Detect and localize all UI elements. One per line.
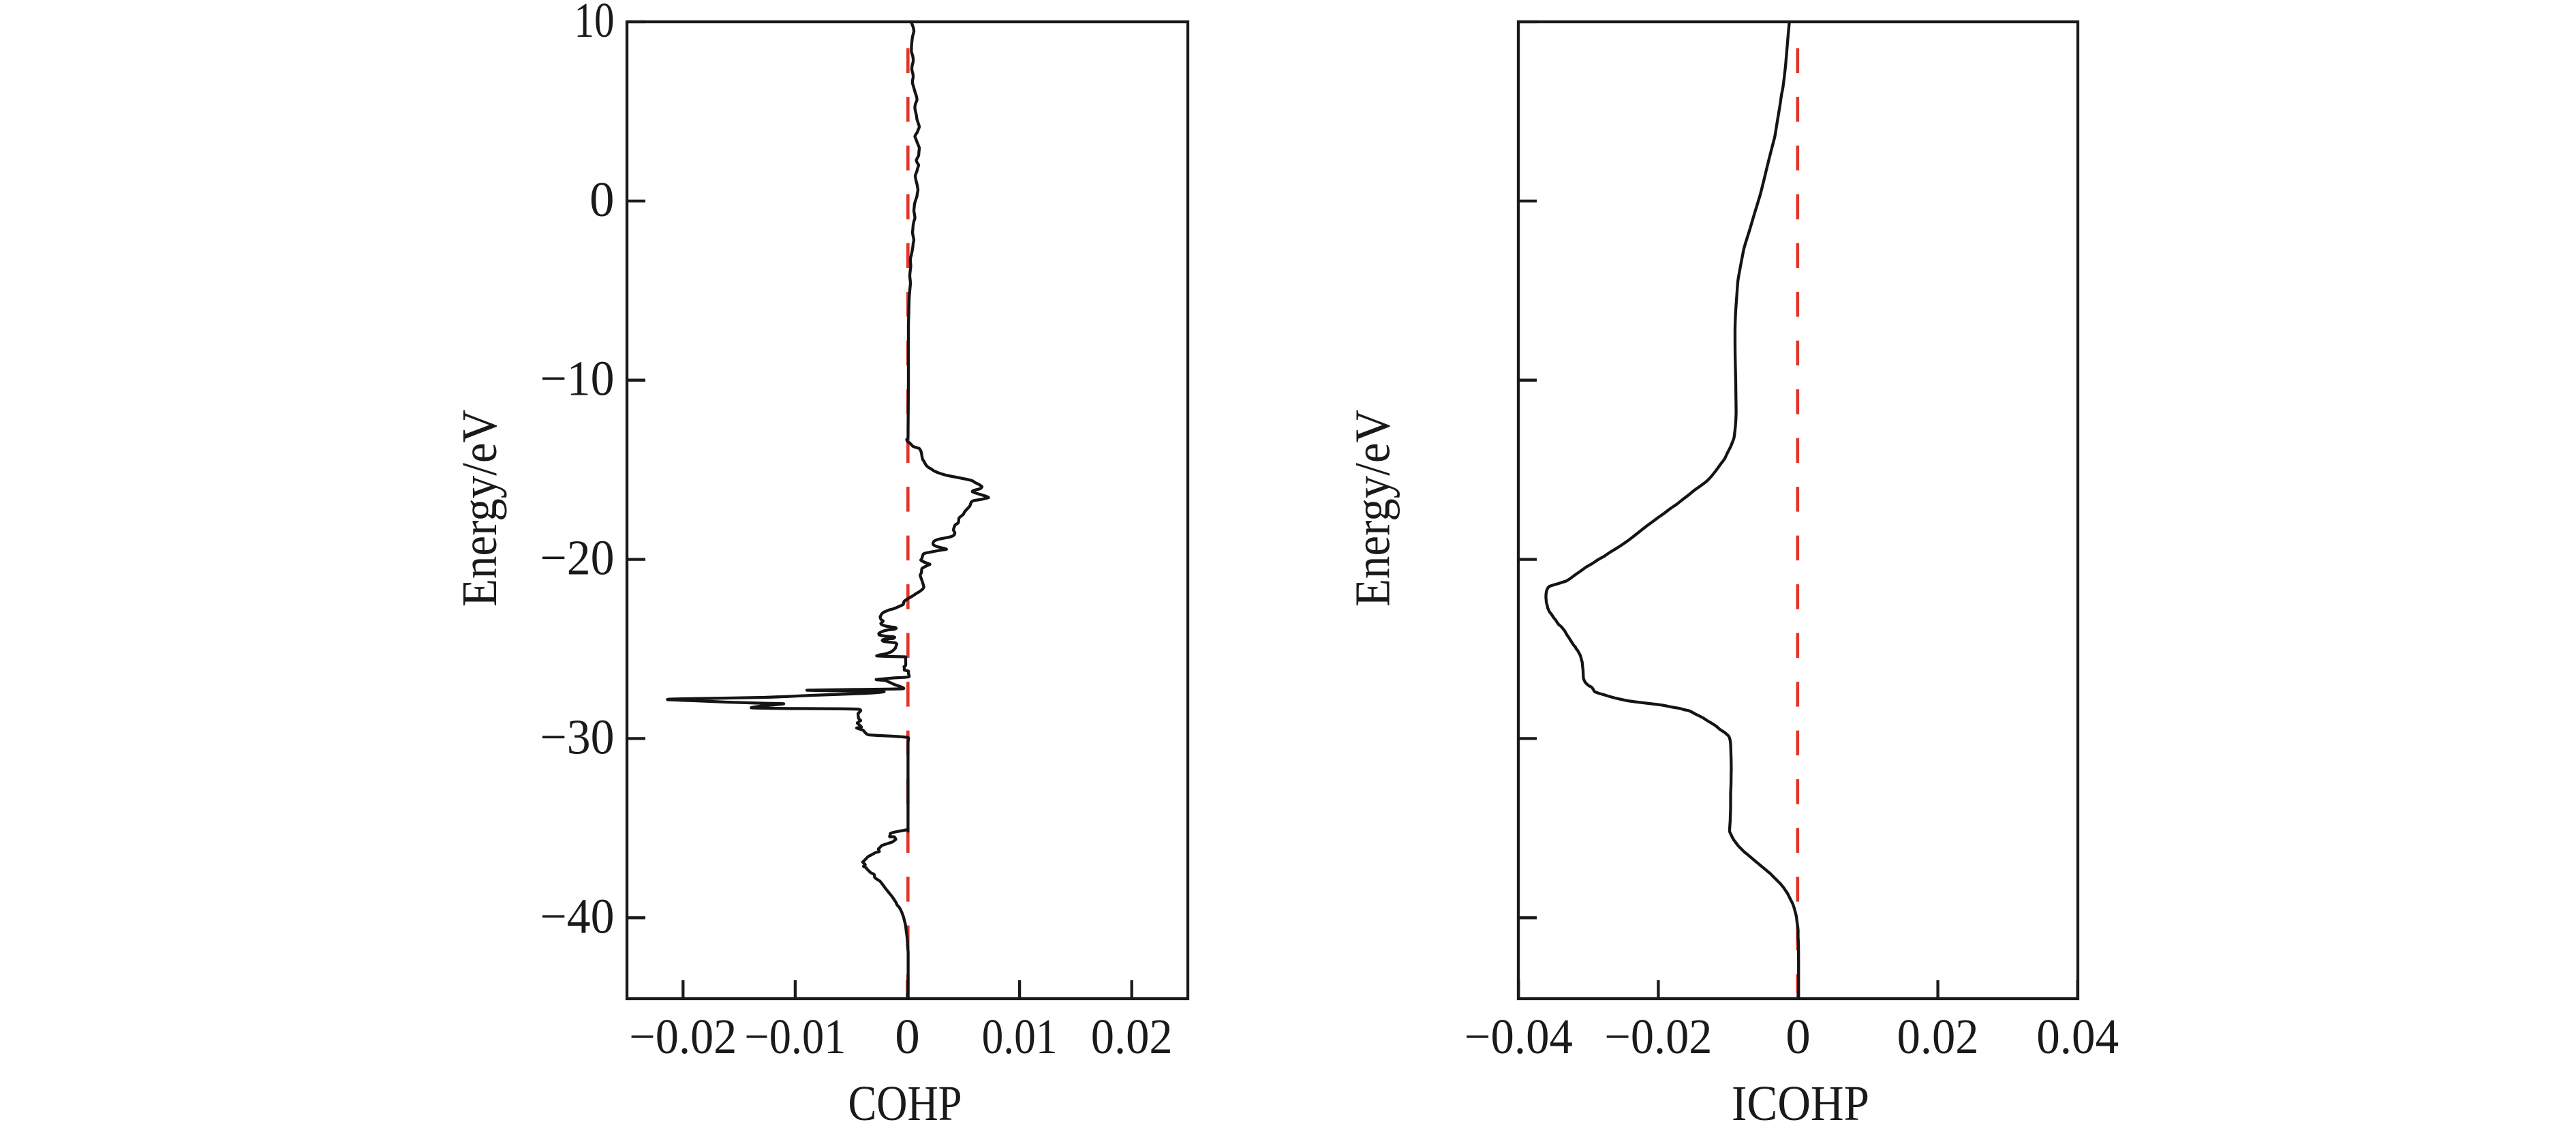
svg-text:−40: −40 (540, 888, 615, 943)
svg-text:−10: −10 (540, 351, 615, 406)
svg-text:−0.04: −0.04 (1465, 1009, 1573, 1064)
svg-text:−0.02: −0.02 (629, 1009, 737, 1064)
svg-text:−20: −20 (540, 530, 615, 586)
svg-text:10: 10 (574, 0, 615, 48)
svg-text:Energy/eV: Energy/eV (1345, 410, 1400, 607)
svg-text:−0.01: −0.01 (744, 1009, 846, 1064)
svg-text:0.01: 0.01 (982, 1009, 1058, 1064)
svg-text:−0.02: −0.02 (1604, 1009, 1712, 1064)
svg-text:COHP: COHP (848, 1076, 962, 1131)
svg-text:0: 0 (1785, 1009, 1811, 1064)
svg-text:Energy/eV: Energy/eV (452, 410, 507, 607)
svg-text:0.02: 0.02 (1091, 1009, 1173, 1064)
svg-text:0: 0 (589, 172, 615, 227)
svg-text:−30: −30 (540, 709, 615, 764)
svg-text:0: 0 (895, 1009, 920, 1064)
svg-text:0.04: 0.04 (2036, 1009, 2119, 1064)
svg-text:0.02: 0.02 (1897, 1009, 1979, 1064)
svg-text:ICOHP: ICOHP (1732, 1076, 1869, 1131)
